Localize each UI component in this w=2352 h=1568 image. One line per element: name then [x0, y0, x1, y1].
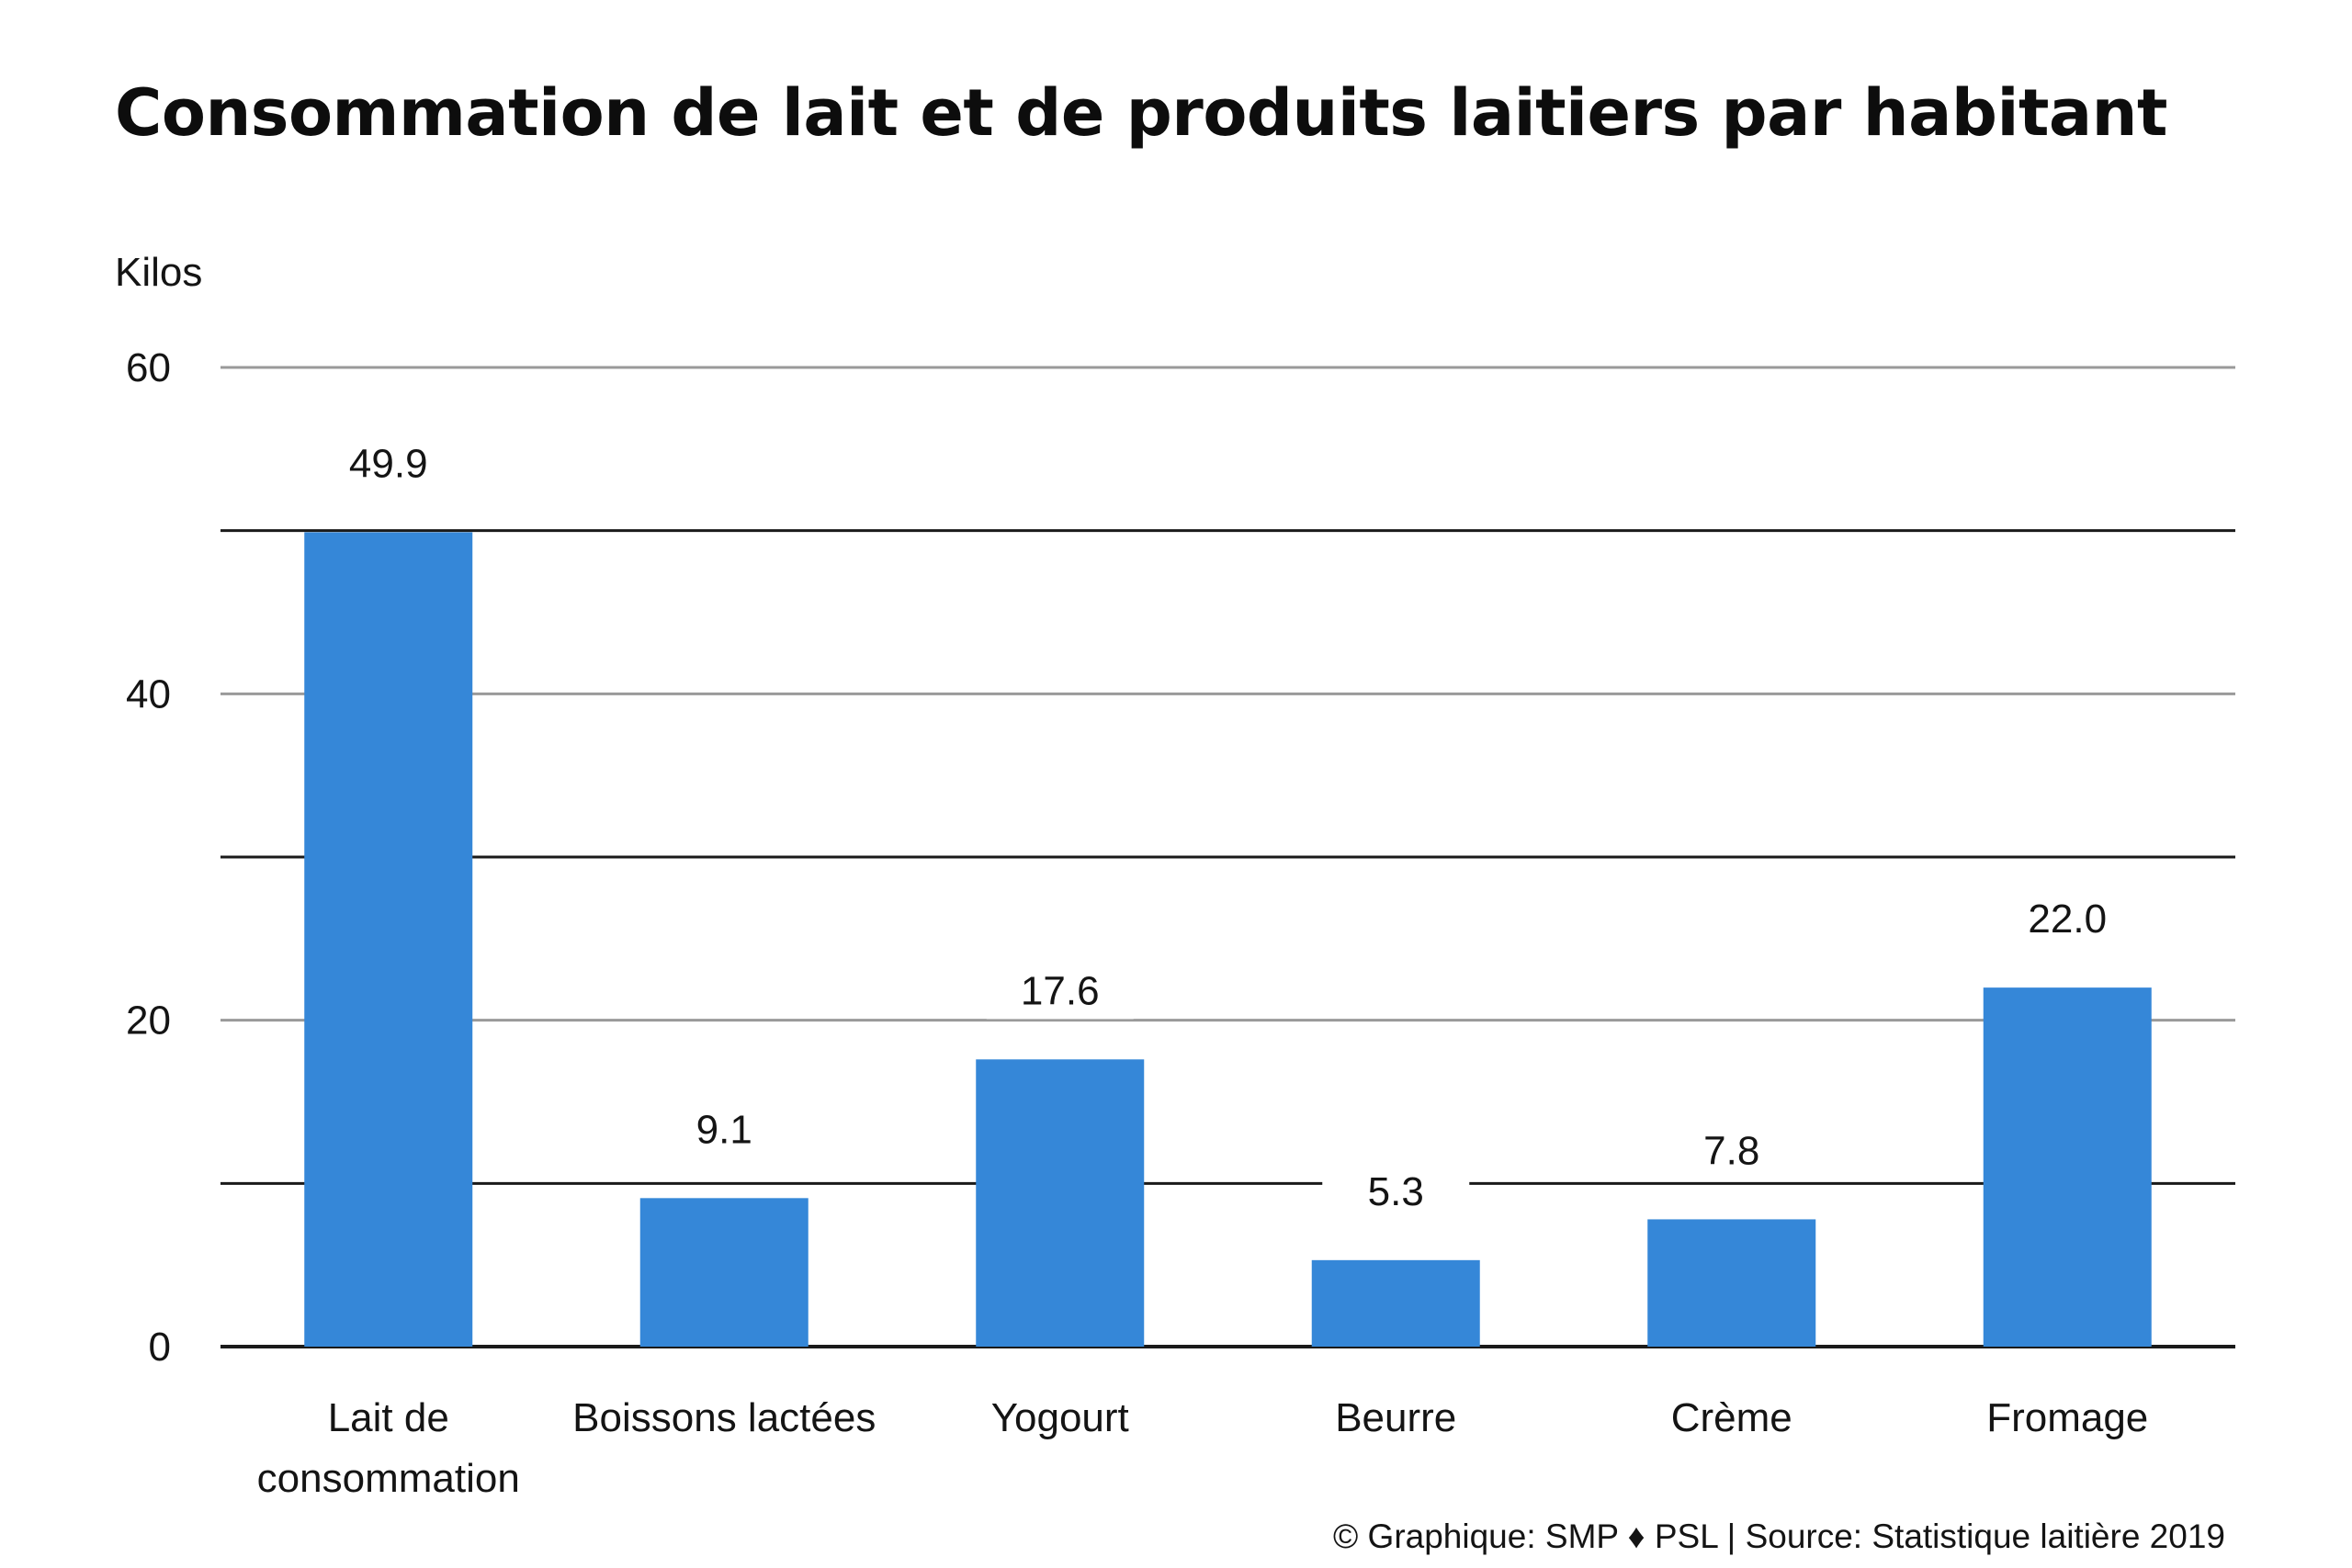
y-tick-label: 20	[126, 998, 171, 1043]
value-label-backdrop	[1994, 894, 2142, 948]
value-label: 9.1	[696, 1107, 752, 1152]
y-tick-label: 40	[126, 671, 171, 716]
x-category-label: Beurre	[1335, 1395, 1456, 1440]
value-label: 7.8	[1703, 1128, 1759, 1173]
value-label-backdrop	[314, 438, 462, 492]
x-category-label: Yogourt	[991, 1395, 1129, 1440]
value-label: 5.3	[1368, 1169, 1424, 1214]
x-category-label: Lait de	[328, 1395, 449, 1440]
bar	[1647, 1219, 1816, 1347]
value-label: 17.6	[1021, 968, 1100, 1013]
bar	[1983, 987, 2152, 1347]
bar	[976, 1059, 1145, 1347]
chart-title: Consommation de lait et de produits lait…	[115, 75, 2167, 151]
x-category-label: Fromage	[1986, 1395, 2148, 1440]
y-tick-label: 0	[149, 1325, 171, 1370]
bars	[304, 532, 2152, 1347]
value-label: 22.0	[2028, 897, 2107, 942]
value-label-backdrop	[986, 965, 1134, 1020]
y-tick-label: 60	[126, 345, 171, 390]
bar	[639, 1198, 808, 1347]
source-note: © Graphique: SMP ♦ PSL | Source: Statist…	[1333, 1517, 2225, 1555]
value-labels: 49.9 9.1 17.6 5.3 7.8 22.0	[314, 438, 2142, 1220]
gridlines	[220, 366, 2235, 1348]
x-category-label: Boissons lactées	[572, 1395, 876, 1440]
bar	[304, 532, 473, 1347]
value-label-backdrop	[1322, 1166, 1470, 1220]
y-axis-unit-label: Kilos	[115, 250, 202, 295]
x-category-label: consommation	[257, 1456, 520, 1501]
value-label: 49.9	[349, 441, 428, 486]
value-label-backdrop	[1657, 1125, 1805, 1179]
value-label-backdrop	[650, 1104, 798, 1158]
x-axis-categories: Lait de consommation Boissons lactées Yogou…	[257, 1395, 2149, 1501]
bar	[1311, 1259, 1480, 1347]
x-category-label: Crème	[1671, 1395, 1792, 1440]
y-axis-ticks: 0 20 40 60	[126, 345, 171, 1370]
